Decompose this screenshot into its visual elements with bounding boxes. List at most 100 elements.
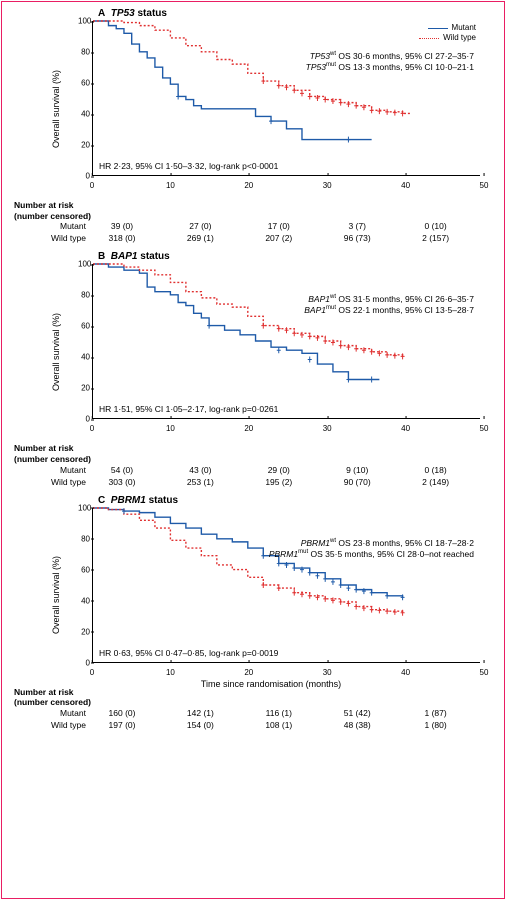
risk-cell: 1 (87) <box>424 708 446 719</box>
panel-title: A TP53 status <box>98 8 496 19</box>
legend-line-mutant <box>428 28 448 29</box>
x-tick: 40 <box>401 668 410 677</box>
wildtype-censor-tick <box>354 346 358 352</box>
plot-region: BAP1wt OS 31·5 months, 95% CI 26·6–35·7B… <box>92 264 480 419</box>
wildtype-censor-tick <box>339 598 343 604</box>
risk-cell: 253 (1) <box>187 477 214 488</box>
wildtype-censor-tick <box>393 608 397 614</box>
risk-header: Number at risk <box>14 200 496 211</box>
y-tick: 80 <box>78 291 90 300</box>
survival-curves <box>93 264 480 418</box>
mutant-censor-tick <box>385 592 389 598</box>
wildtype-censor-tick <box>401 354 405 360</box>
risk-table: Number at risk(number censored)Mutant54 … <box>10 443 496 488</box>
mutant-censor-tick <box>331 578 335 584</box>
risk-cell: 116 (1) <box>266 708 292 719</box>
wildtype-censor-tick <box>292 87 296 93</box>
x-tick: 50 <box>480 181 489 190</box>
wildtype-censor-tick <box>261 582 265 588</box>
risk-cell: 207 (2) <box>265 233 292 244</box>
x-tick: 10 <box>166 668 175 677</box>
risk-cell: 303 (0) <box>109 477 136 488</box>
os-annotation: BAP1wt OS 31·5 months, 95% CI 26·6–35·7B… <box>304 294 474 316</box>
x-tick: 0 <box>90 668 94 677</box>
risk-subheader: (number censored) <box>14 697 496 708</box>
panel-C: C PBRM1 statusOverall survival (%)PBRM1w… <box>10 495 496 732</box>
wildtype-censor-tick <box>323 338 327 344</box>
wildtype-censor-tick <box>308 592 312 598</box>
survival-curves <box>93 21 480 175</box>
risk-cell: 2 (149) <box>422 477 449 488</box>
risk-cell: 269 (1) <box>187 233 214 244</box>
risk-cell: 96 (73) <box>344 233 371 244</box>
plot-region: MutantWild typeTP53wt OS 30·6 months, 95… <box>92 21 480 176</box>
risk-subheader: (number censored) <box>14 454 496 465</box>
mutant-curve <box>93 264 379 380</box>
wildtype-censor-tick <box>323 97 327 103</box>
wildtype-censor-tick <box>292 589 296 595</box>
y-tick: 0 <box>78 172 90 181</box>
wildtype-censor-tick <box>323 595 327 601</box>
risk-row-label: Wild type <box>10 233 92 245</box>
wildtype-censor-tick <box>385 352 389 358</box>
wildtype-censor-tick <box>377 607 381 613</box>
y-tick: 60 <box>78 565 90 574</box>
risk-cell: 29 (0) <box>268 465 290 476</box>
wildtype-censor-tick <box>261 78 265 84</box>
wildtype-censor-tick <box>339 100 343 106</box>
mutant-censor-tick <box>346 585 350 591</box>
wildtype-censor-tick <box>261 323 265 329</box>
mutant-censor-tick <box>261 552 265 558</box>
wildtype-censor-tick <box>339 343 343 349</box>
x-tick: 40 <box>401 424 410 433</box>
risk-row: Mutant160 (0)142 (1)116 (1)51 (42)1 (87) <box>10 708 496 720</box>
wildtype-censor-tick <box>377 108 381 114</box>
y-tick: 20 <box>78 141 90 150</box>
x-tick: 50 <box>480 424 489 433</box>
mutant-censor-tick <box>370 589 374 595</box>
risk-row-label: Mutant <box>10 708 92 720</box>
risk-cell: 1 (80) <box>424 720 446 731</box>
x-tick: 0 <box>90 181 94 190</box>
hr-text: HR 2·23, 95% CI 1·50–3·32, log-rank p<0·… <box>99 161 278 171</box>
legend-mutant: Mutant <box>419 23 476 33</box>
x-tick: 30 <box>323 181 332 190</box>
wildtype-censor-tick <box>277 83 281 89</box>
risk-cell: 197 (0) <box>109 720 136 731</box>
y-tick: 20 <box>78 627 90 636</box>
risk-row-label: Mutant <box>10 221 92 233</box>
risk-cell: 0 (18) <box>424 465 446 476</box>
x-axis-label: Time since randomisation (months) <box>201 679 341 689</box>
mutant-censor-tick <box>277 560 281 566</box>
mutant-censor-tick <box>354 586 358 592</box>
risk-cell: 160 (0) <box>109 708 136 719</box>
risk-row: Mutant54 (0)43 (0)29 (0)9 (10)0 (18) <box>10 465 496 477</box>
risk-row: Wild type318 (0)269 (1)207 (2)96 (73)2 (… <box>10 233 496 245</box>
y-tick: 100 <box>78 260 90 269</box>
risk-cell: 318 (0) <box>109 233 136 244</box>
wildtype-censor-tick <box>370 349 374 355</box>
risk-cell: 48 (38) <box>344 720 371 731</box>
wildtype-censor-tick <box>385 109 389 115</box>
panel-title: B BAP1 status <box>98 251 496 262</box>
x-tick: 30 <box>323 424 332 433</box>
mutant-censor-tick <box>269 118 273 124</box>
wildtype-censor-tick <box>401 110 405 116</box>
y-tick: 20 <box>78 384 90 393</box>
wildtype-censor-tick <box>308 334 312 340</box>
mutant-censor-tick <box>315 572 319 578</box>
risk-cell: 0 (10) <box>424 221 446 232</box>
mutant-censor-tick <box>370 377 374 383</box>
panel-B: B BAP1 statusOverall survival (%)BAP1wt … <box>10 251 496 488</box>
risk-subheader: (number censored) <box>14 211 496 222</box>
wildtype-censor-tick <box>385 608 389 614</box>
risk-cell: 195 (2) <box>265 477 292 488</box>
plot-region: PBRM1wt OS 23·8 months, 95% CI 18·7–28·2… <box>92 508 480 663</box>
mutant-censor-tick <box>323 575 327 581</box>
risk-cell: 142 (1) <box>187 708 214 719</box>
risk-row: Wild type197 (0)154 (0)108 (1)48 (38)1 (… <box>10 720 496 732</box>
wildtype-censor-tick <box>346 101 350 107</box>
mutant-curve <box>93 21 372 140</box>
y-axis-label: Overall survival (%) <box>51 556 61 634</box>
wildtype-curve <box>93 508 403 613</box>
